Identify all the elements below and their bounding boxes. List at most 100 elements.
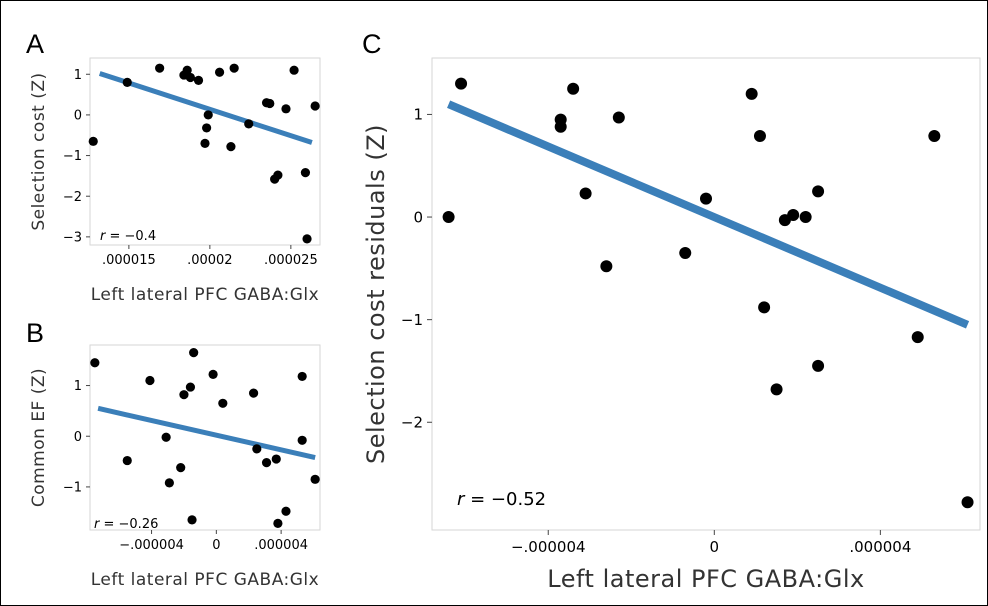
x-tick-label-b: −.000004	[119, 538, 184, 553]
data-point-c	[554, 113, 567, 126]
data-point-b	[189, 348, 199, 358]
data-point-c	[700, 192, 712, 205]
data-point-a	[226, 142, 236, 152]
y-tick-label-b: −1	[63, 480, 82, 495]
data-point-a	[289, 65, 299, 75]
x-tick-label-a: .000015	[102, 253, 156, 268]
data-point-c	[753, 129, 766, 142]
data-point-b	[310, 474, 320, 484]
x-axis-label-b: Left lateral PFC GABA:Glx	[91, 570, 319, 590]
data-point-a	[185, 72, 196, 83]
r-annotation-a: r = −0.4	[100, 229, 156, 244]
fit-line-a	[98, 71, 313, 145]
data-point-b	[164, 478, 174, 488]
data-point-a	[202, 123, 212, 133]
y-tick-label-b: 1	[74, 379, 82, 394]
data-point-c	[567, 82, 580, 95]
data-point-c	[770, 383, 783, 396]
data-point-b	[176, 463, 186, 473]
y-tick-label-a: −1	[63, 149, 82, 164]
y-tick-label-c: 0	[413, 208, 423, 226]
data-point-c	[758, 301, 771, 314]
data-point-a	[200, 138, 210, 148]
data-point-b	[297, 435, 307, 445]
r-annotation-c: r = −0.52	[457, 489, 546, 510]
data-point-c	[745, 87, 758, 100]
data-point-c	[961, 496, 974, 509]
data-point-b	[179, 390, 189, 400]
data-point-c	[600, 260, 613, 273]
panel-letter-a: A	[26, 29, 44, 59]
data-point-b	[261, 457, 272, 468]
data-point-b	[252, 444, 262, 454]
data-point-a	[300, 168, 311, 178]
y-tick-label-b: 0	[74, 430, 82, 445]
x-tick-label-c: −.000004	[511, 538, 586, 556]
data-point-a	[193, 75, 204, 85]
x-tick-label-b: 0	[212, 538, 220, 553]
data-point-a	[88, 136, 98, 146]
data-point-b	[90, 358, 100, 368]
data-point-b	[185, 382, 196, 392]
panel-b: B −.000004 0 .000004 −1 0 1 r = −0.26 Left later…	[26, 318, 321, 590]
data-point-b	[273, 518, 283, 529]
data-point-b	[187, 515, 197, 525]
data-point-c	[455, 77, 468, 90]
data-point-a	[310, 101, 320, 111]
data-point-a	[281, 104, 291, 114]
plot-area-b	[89, 344, 321, 531]
data-point-c	[799, 211, 812, 224]
plot-area-a	[89, 57, 321, 246]
panel-letter-b: B	[26, 318, 44, 348]
data-point-b	[145, 375, 155, 386]
data-point-a	[122, 77, 132, 87]
panel-a: A .000015 .00002 .000025 −3 −2 −1 0 1 r = −0.4 Lef…	[26, 29, 321, 305]
data-point-b	[122, 455, 132, 466]
x-tick-label-a: .00002	[187, 253, 233, 268]
data-point-a	[302, 234, 312, 244]
data-point-c	[812, 185, 825, 198]
x-tick-label-c: 0	[710, 538, 720, 556]
data-point-b	[281, 506, 291, 516]
x-axis-label-c: Left lateral PFC GABA:Glx	[547, 565, 864, 593]
data-point-a	[182, 65, 192, 75]
data-point-b	[161, 432, 171, 442]
y-axis-label-a: Selection cost (Z)	[29, 72, 49, 230]
x-axis-label-a: Left lateral PFC GABA:Glx	[91, 285, 319, 305]
y-tick-label-c: −1	[401, 311, 423, 329]
data-point-c	[787, 208, 800, 221]
data-point-a	[273, 170, 283, 180]
panel-letter-c: C	[362, 29, 382, 59]
data-point-c	[442, 211, 455, 224]
y-tick-label-a: −2	[63, 190, 82, 205]
data-point-a	[244, 119, 254, 129]
y-tick-label-a: 0	[74, 108, 82, 123]
y-axis-label-c: Selection cost residuals (Z)	[362, 124, 390, 464]
y-axis-label-b: Common EF (Z)	[29, 368, 49, 507]
y-tick-label-c: 1	[413, 106, 423, 124]
data-point-a	[214, 67, 225, 77]
y-tick-label-a: −3	[63, 230, 82, 245]
fit-line-c	[447, 100, 970, 329]
x-tick-label-c: .000004	[849, 538, 911, 556]
x-tick-label-a: .000025	[264, 253, 318, 268]
data-point-c	[812, 359, 825, 372]
data-point-a	[229, 63, 239, 73]
data-point-a	[265, 98, 275, 109]
data-point-c	[679, 246, 692, 259]
data-point-a	[203, 110, 213, 120]
x-tick-label-b: .000004	[254, 538, 308, 553]
data-point-b	[271, 454, 281, 464]
fit-line-b	[97, 405, 316, 460]
data-point-c	[612, 111, 625, 124]
data-point-b	[208, 369, 218, 379]
y-tick-label-a: 1	[74, 68, 82, 83]
data-point-b	[297, 371, 307, 382]
y-tick-label-c: −2	[401, 414, 423, 432]
data-point-a	[155, 63, 165, 73]
data-point-b	[218, 398, 228, 408]
data-point-c	[928, 129, 941, 142]
r-annotation-b: r = −0.26	[94, 517, 158, 532]
panel-c: C −.000004 0 .000004 −2 −1 0 1 r = −0.52 Left lat…	[362, 29, 981, 593]
